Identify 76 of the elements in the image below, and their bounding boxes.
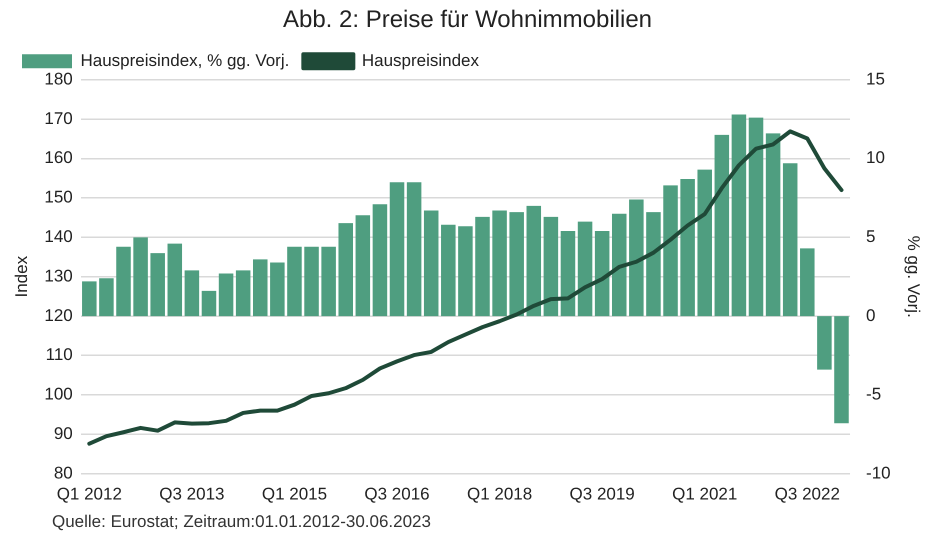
bar [287,246,302,316]
bar [800,248,815,316]
bar [202,290,216,316]
bar [406,182,422,316]
bar [168,244,182,316]
bar [714,134,730,316]
bar [834,316,849,424]
y-tick-label: 160 [44,148,73,168]
bar [133,237,148,316]
bar [817,316,832,370]
source-note: Quelle: Eurostat; Zeitraum:01.01.2012-30.06.2023 [52,512,431,532]
bar [475,216,490,316]
y2-tick-label: -5 [866,384,882,404]
bar [184,270,200,316]
y2-tick-label: 0 [866,306,876,325]
bar [766,133,780,316]
x-tick-label: Q1 2021 [672,484,738,504]
y-tick-label: 180 [44,69,73,88]
bar [560,231,576,316]
bar [82,281,97,316]
bar [441,224,456,316]
bar [424,210,438,316]
y2-axis-title: % gg. Vorj. [904,236,924,318]
bar [321,246,336,316]
bar [304,246,319,316]
y2-tick-label: -10 [866,463,891,482]
bar [663,185,678,316]
y2-tick-label: 15 [866,69,885,88]
x-tick-label: Q1 2012 [56,484,122,504]
bar [492,210,507,316]
bar [612,214,627,316]
bar [697,170,712,316]
legend-label: Hauspreisindex [362,50,480,70]
y2-tick-label: 5 [866,227,876,246]
y-axis-title: Index [12,255,31,298]
y-tick-label: 170 [44,108,73,128]
y-tick-label: 80 [54,463,73,482]
bar [748,118,764,316]
bar [782,163,798,316]
bar [150,253,165,316]
bar [732,114,746,316]
bar [356,215,370,316]
x-tick-label: Q3 2016 [364,484,430,504]
x-tick-label: Q1 2015 [262,484,328,504]
bar [458,226,473,316]
bar [236,270,250,316]
x-tick-label: Q1 2018 [466,484,532,504]
chart-title: Abb. 2: Preise für Wohnimmobilien [282,6,652,34]
y-tick-label: 120 [44,306,73,325]
bar [544,216,558,316]
bar [646,212,661,316]
bar [526,206,542,316]
legend-label: Hauspreisindex, % gg. Vorj. [80,50,290,70]
bar [390,182,404,316]
y-tick-label: 130 [44,266,73,286]
bar [594,231,610,316]
bar [99,278,114,316]
x-tick-label: Q3 2013 [159,484,224,504]
y-tick-label: 90 [54,424,73,443]
bar [218,274,234,316]
x-tick-label: Q3 2022 [774,484,840,504]
y-tick-label: 110 [46,345,73,364]
bar [372,204,388,316]
y-tick-label: 100 [44,384,73,404]
x-tick-label: Q3 2019 [570,484,635,504]
bar [252,259,268,316]
bar [578,222,592,316]
y-tick-label: 140 [44,227,73,246]
y-tick-label: 150 [44,188,73,207]
bar [629,200,644,316]
bar [116,246,131,316]
bar [509,212,524,316]
bar [338,223,353,316]
y2-tick-label: 10 [866,148,885,168]
bar [270,262,285,316]
bar [680,179,695,316]
